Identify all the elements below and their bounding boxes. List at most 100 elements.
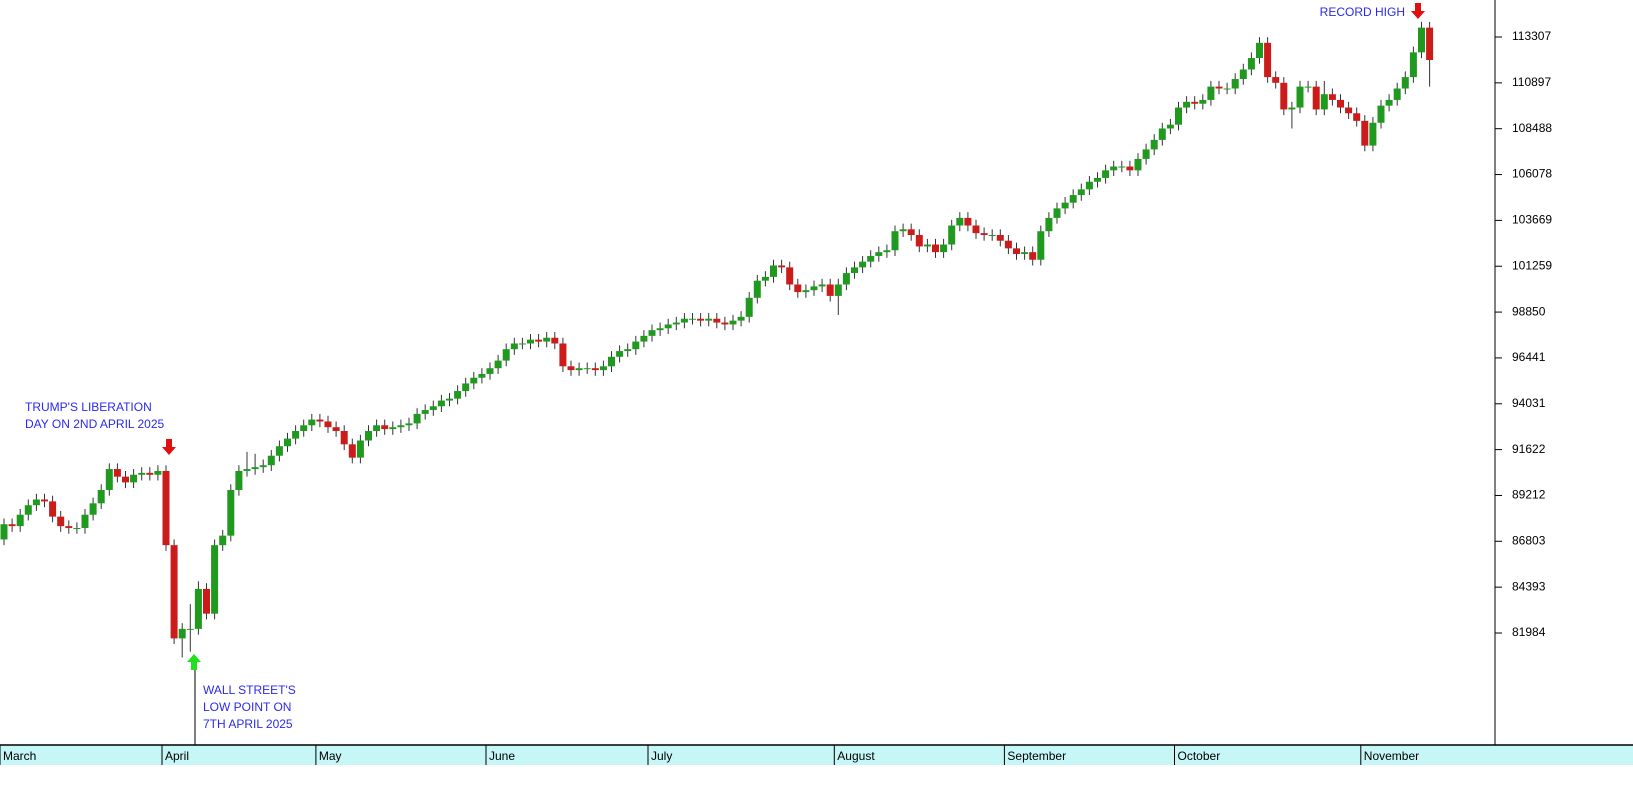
candle-body	[211, 545, 219, 614]
x-tick-label: April	[165, 749, 189, 763]
candle-body	[421, 410, 429, 414]
x-tick-label: October	[1178, 749, 1221, 763]
candle-body	[1418, 27, 1425, 53]
candle-body	[1037, 231, 1045, 260]
candle-body	[616, 351, 624, 357]
candle-body	[1401, 77, 1409, 89]
y-tick-label: 96441	[1512, 350, 1546, 364]
candle-body	[275, 446, 283, 456]
candle-body	[940, 244, 948, 253]
candle-body	[470, 377, 478, 384]
candle-body	[1158, 128, 1166, 140]
candle-body	[73, 528, 81, 530]
candle-body	[583, 368, 591, 370]
candle-body	[1256, 42, 1263, 59]
candle-body	[146, 472, 154, 475]
candle-body	[81, 514, 89, 529]
y-tick-label: 94031	[1512, 396, 1546, 410]
candle-body	[1150, 139, 1158, 150]
candle-body	[988, 235, 996, 237]
annotation: 7TH APRIL 2025	[203, 717, 293, 731]
candle-body	[1369, 122, 1377, 146]
candle-body	[1118, 166, 1126, 168]
candle-body	[1280, 82, 1288, 110]
candle-body	[1045, 217, 1053, 232]
candle-body	[154, 470, 162, 475]
candle-body	[672, 322, 680, 325]
candle-body	[1077, 189, 1085, 196]
candle-body	[1094, 177, 1101, 182]
candle-body	[1175, 107, 1182, 125]
candle-body	[640, 335, 648, 342]
candle-body	[753, 280, 761, 298]
candle-body	[227, 489, 235, 536]
candle-body	[713, 318, 721, 323]
candle-body	[259, 465, 267, 468]
candle-body	[510, 343, 518, 350]
candle-body	[49, 501, 57, 517]
candle-body	[980, 233, 988, 236]
candle-body	[883, 250, 891, 253]
candle-body	[1102, 170, 1110, 178]
candle-body	[1304, 86, 1312, 88]
candle-body	[1296, 86, 1304, 108]
candle-body	[689, 318, 696, 320]
y-tick-label: 108488	[1512, 121, 1552, 135]
candle-body	[1223, 88, 1231, 90]
candle-body	[608, 356, 615, 367]
candle-body	[178, 628, 186, 639]
candle-body	[284, 438, 291, 447]
candle-body	[381, 425, 389, 430]
candle-body	[591, 368, 599, 371]
candle-body	[389, 427, 397, 430]
candle-body	[1029, 252, 1037, 260]
candle-body	[1264, 42, 1272, 78]
x-axis-band	[0, 745, 1633, 765]
candle-body	[186, 628, 194, 630]
candle-body	[575, 368, 583, 371]
candle-body	[429, 406, 437, 411]
candle-body	[964, 217, 972, 226]
candle-body	[494, 360, 502, 369]
candle-body	[518, 343, 526, 345]
candle-body	[203, 588, 210, 614]
candle-body	[972, 225, 980, 234]
candle-body	[867, 255, 875, 262]
candle-body	[923, 244, 931, 247]
candle-body	[454, 391, 462, 399]
candle-body	[737, 316, 745, 321]
candle-body	[267, 455, 275, 466]
candle-body	[851, 267, 858, 274]
candle-body	[356, 440, 364, 458]
candle-body	[786, 267, 794, 285]
candle-body	[1353, 113, 1361, 121]
candle-body	[632, 341, 640, 350]
y-tick-label: 91622	[1512, 442, 1546, 456]
candle-body	[826, 284, 834, 296]
candle-body	[1385, 99, 1393, 106]
candle-body	[1361, 120, 1369, 146]
candle-body	[340, 430, 348, 445]
candle-body	[89, 503, 97, 515]
candle-body	[41, 499, 48, 502]
candle-body	[502, 349, 510, 361]
candle-body	[162, 470, 170, 546]
candle-body	[875, 252, 883, 256]
candle-body	[1004, 240, 1012, 249]
candle-body	[648, 330, 656, 336]
candle-body	[292, 430, 300, 439]
candle-body	[915, 235, 923, 247]
candle-body	[551, 337, 559, 344]
candle-body	[599, 366, 607, 371]
candle-body	[316, 419, 324, 422]
candle-body	[16, 514, 24, 527]
candle-body	[761, 276, 769, 281]
candle-body	[57, 516, 65, 527]
candle-body	[113, 469, 121, 477]
candle-body	[300, 425, 308, 431]
x-tick-label: March	[3, 749, 36, 763]
candle-body	[794, 284, 802, 293]
candle-body	[729, 320, 737, 325]
y-tick-label: 81984	[1512, 625, 1546, 639]
